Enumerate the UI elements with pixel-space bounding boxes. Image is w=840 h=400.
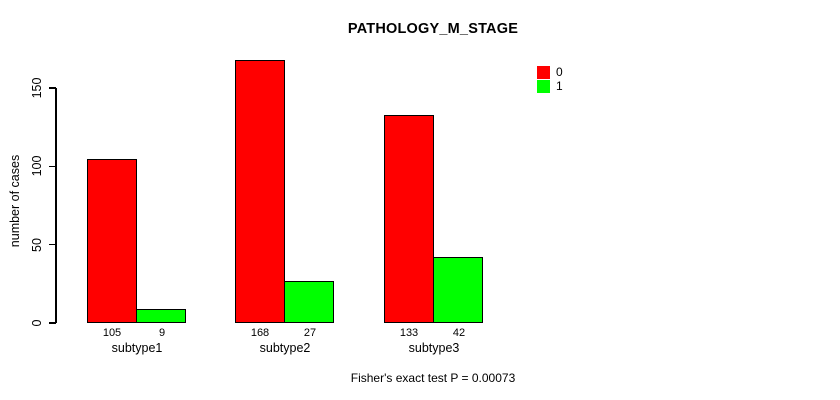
- bar-value-label: 168: [250, 327, 270, 339]
- legend-swatch-red: [537, 66, 550, 79]
- bar-value-label: 42: [452, 327, 466, 339]
- x-category-label: subtype1: [111, 341, 163, 355]
- legend-label: 1: [556, 79, 563, 93]
- annotation-fisher-test: Fisher's exact test P = 0.00073: [350, 371, 516, 385]
- bar-subtype1-series-0: [87, 158, 137, 323]
- y-axis-line: [55, 88, 57, 323]
- bar-value-label: 9: [158, 327, 166, 339]
- y-axis-tick: [49, 87, 56, 89]
- y-axis-tick-label: 0: [30, 319, 44, 327]
- y-axis-label: number of cases: [8, 154, 22, 248]
- y-axis-tick-label: 50: [30, 237, 44, 252]
- bar-subtype3-series-1: [432, 257, 483, 323]
- chart-title: PATHOLOGY_M_STAGE: [347, 21, 519, 37]
- bar-subtype3-series-0: [384, 114, 434, 323]
- legend-label: 0: [556, 65, 563, 79]
- x-category-label: subtype2: [259, 341, 311, 355]
- y-axis-tick-label: 150: [30, 77, 44, 99]
- legend-item-0: 0: [537, 66, 563, 79]
- y-axis-tick: [49, 165, 56, 168]
- bar-subtype2-series-0: [235, 59, 285, 323]
- legend: 0 1: [537, 66, 563, 94]
- bar-value-label: 133: [399, 327, 419, 339]
- legend-swatch-green: [537, 80, 550, 93]
- y-axis-tick: [49, 243, 56, 246]
- x-category-label: subtype3: [408, 341, 460, 355]
- y-axis-tick: [49, 322, 56, 324]
- bar-value-label: 105: [102, 327, 122, 339]
- legend-item-1: 1: [537, 80, 563, 93]
- bar-value-label: 27: [303, 327, 317, 339]
- bar-subtype2-series-1: [283, 280, 334, 323]
- bar-subtype1-series-1: [135, 308, 186, 323]
- y-axis-tick-label: 100: [30, 155, 44, 177]
